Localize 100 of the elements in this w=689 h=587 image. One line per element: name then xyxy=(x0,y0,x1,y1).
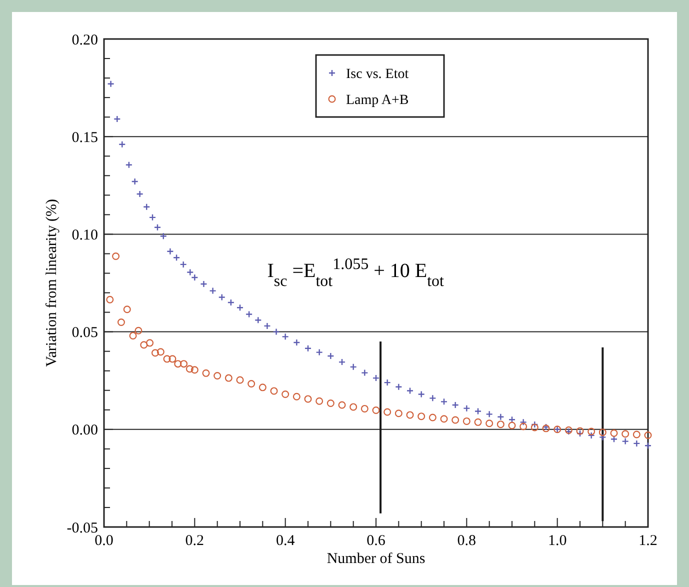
point xyxy=(131,178,138,186)
point xyxy=(292,392,300,400)
point xyxy=(429,394,436,402)
point xyxy=(200,280,208,288)
point xyxy=(143,203,150,210)
point xyxy=(202,369,210,377)
point xyxy=(166,248,174,255)
point xyxy=(316,397,324,405)
point xyxy=(486,420,494,428)
point xyxy=(338,401,346,409)
point xyxy=(254,316,262,324)
point xyxy=(190,366,198,374)
point xyxy=(224,374,232,382)
point xyxy=(360,404,368,412)
y-tick-label: 0.00 xyxy=(72,422,98,439)
point xyxy=(452,416,460,424)
x-tick-label: 1.0 xyxy=(548,533,567,549)
point xyxy=(304,395,312,403)
point xyxy=(361,369,368,376)
annotation: I$_{sc}$ =E$_{tot}$$^{1.055}$ + 10 E$_{tot}$ xyxy=(267,256,445,290)
point xyxy=(245,310,253,318)
point xyxy=(440,398,448,406)
point xyxy=(632,430,640,438)
point xyxy=(123,306,131,314)
y-axis-title: Variation from linearity (%) xyxy=(44,199,60,367)
point xyxy=(151,349,159,357)
point xyxy=(350,403,358,411)
point xyxy=(588,428,596,436)
point xyxy=(418,390,425,398)
point xyxy=(214,372,222,380)
point xyxy=(622,438,629,445)
point xyxy=(406,411,414,419)
point xyxy=(163,355,171,363)
legend-label: Lamp A+B xyxy=(346,92,409,108)
point xyxy=(531,420,538,428)
point xyxy=(394,410,402,418)
point xyxy=(270,387,278,395)
point xyxy=(384,378,391,386)
point xyxy=(452,401,459,409)
point xyxy=(598,428,606,436)
y-tick-label: 0.10 xyxy=(72,227,98,244)
point xyxy=(622,430,630,438)
point xyxy=(462,417,470,425)
point xyxy=(428,414,436,422)
point xyxy=(508,422,516,430)
point xyxy=(156,348,164,356)
point xyxy=(520,422,528,430)
point xyxy=(258,384,266,392)
y-tick-label: 0.20 xyxy=(72,32,98,48)
point xyxy=(180,360,188,368)
point xyxy=(610,436,618,443)
x-tick-label: 0.4 xyxy=(276,533,296,549)
y-tick-label: 0.15 xyxy=(72,130,98,146)
point xyxy=(129,332,137,340)
point xyxy=(186,365,194,373)
point xyxy=(140,341,148,349)
point xyxy=(168,355,176,363)
y-tick-label: 0.05 xyxy=(72,325,98,342)
point xyxy=(372,374,380,382)
point xyxy=(180,260,187,268)
point xyxy=(236,304,244,312)
point xyxy=(282,390,290,398)
x-axis-title: Number of Suns xyxy=(326,551,426,567)
point xyxy=(209,287,216,294)
point xyxy=(293,338,300,346)
point xyxy=(474,408,482,415)
point xyxy=(384,408,392,416)
point xyxy=(107,80,114,88)
point xyxy=(282,333,289,340)
point xyxy=(174,360,182,368)
point xyxy=(160,232,167,240)
point xyxy=(316,348,323,356)
point xyxy=(264,322,271,330)
point xyxy=(372,406,380,414)
point xyxy=(118,140,126,148)
point xyxy=(106,296,114,304)
point xyxy=(350,363,357,371)
point xyxy=(125,161,133,169)
point xyxy=(474,418,482,426)
point xyxy=(134,326,142,334)
x-tick-label: 1.2 xyxy=(638,533,658,549)
point xyxy=(463,404,470,412)
point xyxy=(327,352,334,360)
point xyxy=(227,298,235,306)
point xyxy=(395,383,402,390)
point xyxy=(304,344,312,352)
point xyxy=(172,254,180,262)
point xyxy=(497,413,504,421)
point xyxy=(418,412,426,420)
point xyxy=(218,294,226,301)
point xyxy=(338,358,346,366)
legend-label: Isc vs. Etot xyxy=(346,66,409,82)
point xyxy=(588,432,595,440)
point xyxy=(530,424,538,432)
point xyxy=(440,415,448,423)
point xyxy=(136,190,144,198)
point xyxy=(114,115,121,123)
point xyxy=(520,418,527,426)
point xyxy=(576,427,584,435)
point xyxy=(496,420,504,428)
